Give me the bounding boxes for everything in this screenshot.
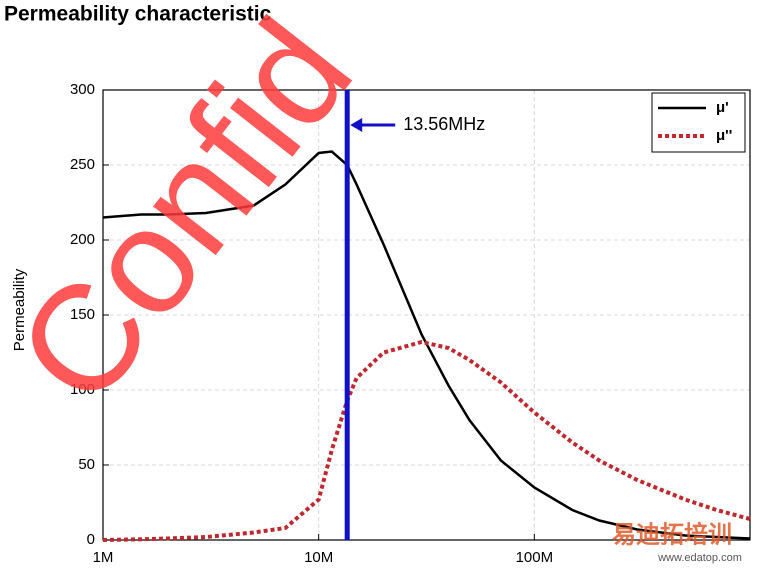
series-line [102, 150, 751, 540]
legend-box [651, 92, 746, 153]
x-tick-label: 100M [516, 549, 554, 566]
y-axis-label: Permeability [11, 268, 28, 351]
legend-label: μ'' [716, 127, 732, 144]
marker-arrowhead [350, 118, 363, 132]
y-tick-label: 300 [70, 81, 95, 98]
legend-label: μ' [716, 99, 729, 116]
watermark: 易迪拓培训 [612, 520, 732, 548]
x-tick-label: 1M [93, 549, 114, 566]
y-tick-label: 200 [70, 231, 95, 248]
watermark: www.edatop.com [657, 552, 742, 564]
y-tick-label: 0 [87, 531, 95, 548]
y-tick-label: 150 [70, 306, 95, 323]
series-line [102, 339, 751, 542]
y-tick-label: 100 [70, 381, 95, 398]
watermark: Confid [0, 0, 383, 434]
plot-frame [102, 89, 751, 541]
y-tick-label: 250 [70, 156, 95, 173]
y-tick-label: 50 [78, 456, 95, 473]
chart-title: Permeability characteristic [4, 3, 272, 26]
marker-label: 13.56MHz [403, 114, 485, 134]
x-tick-label: 10M [304, 549, 333, 566]
